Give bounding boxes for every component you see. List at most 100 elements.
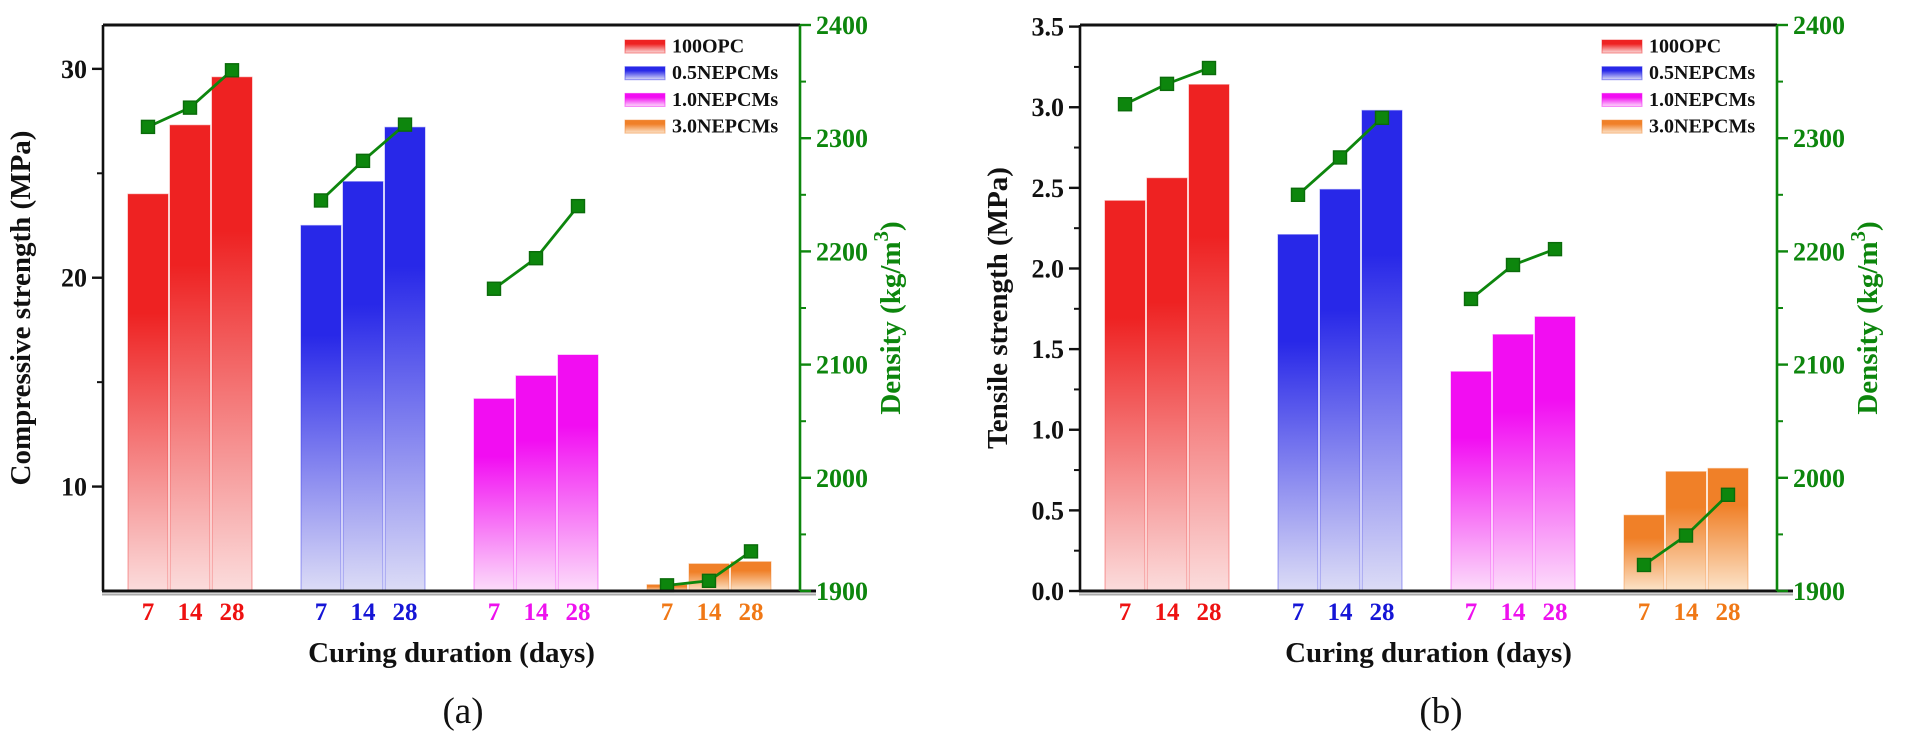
xtick-100OPC-14: 14 bbox=[1155, 599, 1181, 626]
xtick-1.0NEPCMs-14: 14 bbox=[524, 599, 550, 626]
ytick-2.0: 2.0 bbox=[1032, 254, 1065, 283]
density-marker-3.0NEPCMs-14d bbox=[1678, 528, 1694, 543]
y2tick-2100: 2100 bbox=[1793, 351, 1845, 380]
ytick-20: 20 bbox=[61, 264, 87, 293]
bar-1.0NEPCMs-14d bbox=[515, 375, 557, 592]
bar-0.5NEPCMs-28d bbox=[384, 126, 426, 592]
density-marker-3.0NEPCMs-7d bbox=[1636, 557, 1652, 573]
xtick-3.0NEPCMs-14: 14 bbox=[697, 599, 723, 626]
x-axis-title: Curing duration (days) bbox=[308, 637, 595, 669]
bars bbox=[127, 76, 772, 592]
xtick-0.5NEPCMs-28: 28 bbox=[393, 599, 418, 626]
xtick-3.0NEPCMs-28: 28 bbox=[739, 599, 764, 626]
bar-0.5NEPCMs-7d bbox=[1277, 234, 1319, 592]
density-marker-100OPC-28d bbox=[224, 63, 240, 78]
legend-swatch-3.0NEPCMs bbox=[1601, 119, 1643, 134]
bar-100OPC-28d bbox=[1188, 84, 1230, 592]
density-marker-1.0NEPCMs-28d bbox=[570, 198, 586, 214]
legend: 100OPC 0.5NEPCMs 1.0NEPCMs 3.0NEPCMs bbox=[1601, 36, 1755, 138]
density-marker-100OPC-7d bbox=[140, 119, 156, 135]
bar-series-0.5NEPCMs bbox=[1277, 109, 1403, 592]
density-marker-0.5NEPCMs-14d bbox=[1332, 150, 1348, 165]
density-line-1.0NEPCMs bbox=[493, 205, 580, 290]
y2tick-2200: 2200 bbox=[816, 237, 868, 266]
xtick-1.0NEPCMs-7: 7 bbox=[488, 599, 501, 626]
legend-label-3.0NEPCMs: 3.0NEPCMs bbox=[672, 116, 778, 138]
xtick-1.0NEPCMs-7: 7 bbox=[1465, 599, 1478, 626]
density-marker-100OPC-14d bbox=[182, 100, 198, 115]
ytick-0.0: 0.0 bbox=[1032, 577, 1065, 606]
bar-0.5NEPCMs-14d bbox=[1319, 188, 1361, 592]
ytick-3.0: 3.0 bbox=[1032, 93, 1065, 122]
y2-axis-title: Density (kg/m3) bbox=[869, 221, 907, 414]
x-axis-title: Curing duration (days) bbox=[1285, 637, 1572, 669]
bar-3.0NEPCMs-28d bbox=[730, 561, 772, 592]
bar-series-1.0NEPCMs bbox=[473, 354, 599, 592]
legend-swatch-0.5NEPCMs bbox=[1601, 66, 1643, 81]
y2tick-2100: 2100 bbox=[816, 351, 868, 380]
density-marker-1.0NEPCMs-14d bbox=[528, 250, 544, 266]
caption-a: (a) bbox=[442, 691, 484, 732]
legend-label-0.5NEPCMs: 0.5NEPCMs bbox=[1649, 62, 1755, 84]
xtick-1.0NEPCMs-28: 28 bbox=[566, 599, 591, 626]
density-marker-1.0NEPCMs-14d bbox=[1505, 257, 1521, 273]
y2tick-2400: 2400 bbox=[816, 11, 868, 40]
bar-100OPC-28d bbox=[211, 76, 253, 592]
density-marker-3.0NEPCMs-28d bbox=[1720, 487, 1736, 502]
bar-100OPC-7d bbox=[127, 193, 169, 592]
density-marker-0.5NEPCMs-14d bbox=[355, 153, 371, 169]
y2-axis-title: Density (kg/m3) bbox=[1846, 221, 1884, 414]
legend-swatch-100OPC bbox=[624, 39, 666, 54]
xtick-0.5NEPCMs-28: 28 bbox=[1370, 599, 1395, 626]
ytick-10: 10 bbox=[61, 473, 87, 502]
legend-label-1.0NEPCMs: 1.0NEPCMs bbox=[1649, 89, 1755, 111]
bar-100OPC-7d bbox=[1104, 200, 1146, 592]
density-line-1.0NEPCMs bbox=[1470, 247, 1556, 301]
bar-1.0NEPCMs-28d bbox=[1534, 316, 1576, 592]
legend-swatch-3.0NEPCMs bbox=[624, 119, 666, 134]
bar-3.0NEPCMs-28d bbox=[1707, 467, 1749, 592]
ytick-0.5: 0.5 bbox=[1032, 496, 1065, 525]
density-marker-0.5NEPCMs-7d bbox=[1290, 187, 1306, 203]
ytick-1.0: 1.0 bbox=[1032, 416, 1065, 445]
xtick-0.5NEPCMs-14: 14 bbox=[1328, 599, 1354, 626]
ytick-1.5: 1.5 bbox=[1032, 335, 1065, 364]
density-marker-1.0NEPCMs-7d bbox=[1463, 291, 1479, 307]
axes: 0.0 0.5 1.0 1.5 2.0 2.5 3.0 3.5 1900 2000 2100 2200… bbox=[1032, 11, 1846, 626]
legend: 100OPC 0.5NEPCMs 1.0NEPCMs 3.0NEPCMs bbox=[624, 36, 778, 138]
y2tick-2000: 2000 bbox=[816, 464, 868, 493]
ytick-3.5: 3.5 bbox=[1032, 13, 1065, 42]
density-marker-100OPC-28d bbox=[1201, 60, 1217, 76]
y2tick-2300: 2300 bbox=[816, 124, 868, 153]
density-marker-1.0NEPCMs-28d bbox=[1547, 241, 1563, 257]
bar-3.0NEPCMs-7d bbox=[1623, 514, 1665, 592]
xtick-0.5NEPCMs-14: 14 bbox=[351, 599, 377, 626]
density-marker-0.5NEPCMs-28d bbox=[397, 117, 413, 132]
y2tick-1900: 1900 bbox=[816, 577, 868, 606]
bar-1.0NEPCMs-28d bbox=[557, 354, 599, 592]
y-axis-title: Compressive strength (MPa) bbox=[5, 131, 37, 486]
bar-1.0NEPCMs-7d bbox=[473, 398, 515, 592]
bar-series-100OPC bbox=[1104, 84, 1230, 592]
density-lines bbox=[1117, 60, 1736, 573]
y2tick-2400: 2400 bbox=[1793, 11, 1845, 40]
panel-b: 0.0 0.5 1.0 1.5 2.0 2.5 3.0 3.5 1900 2000 2100 2200… bbox=[982, 11, 1884, 669]
legend-swatch-1.0NEPCMs bbox=[624, 92, 666, 107]
axes: 10 20 30 1900 2000 2100 2200 2300 2400 7 14 28 7 14 28… bbox=[61, 11, 868, 626]
bar-series-100OPC bbox=[127, 76, 253, 592]
density-marker-0.5NEPCMs-7d bbox=[313, 193, 329, 208]
bar-0.5NEPCMs-14d bbox=[342, 181, 384, 592]
bar-100OPC-14d bbox=[1146, 177, 1188, 592]
xtick-100OPC-28: 28 bbox=[220, 599, 245, 626]
bar-1.0NEPCMs-7d bbox=[1450, 371, 1492, 592]
bar-0.5NEPCMs-28d bbox=[1361, 109, 1403, 592]
density-marker-0.5NEPCMs-28d bbox=[1374, 110, 1390, 126]
bar-series-1.0NEPCMs bbox=[1450, 316, 1576, 592]
legend-label-3.0NEPCMs: 3.0NEPCMs bbox=[1649, 116, 1755, 138]
density-marker-3.0NEPCMs-14d bbox=[701, 573, 717, 589]
ytick-30: 30 bbox=[61, 55, 87, 84]
legend-label-100OPC: 100OPC bbox=[1649, 36, 1721, 58]
xtick-100OPC-28: 28 bbox=[1197, 599, 1222, 626]
